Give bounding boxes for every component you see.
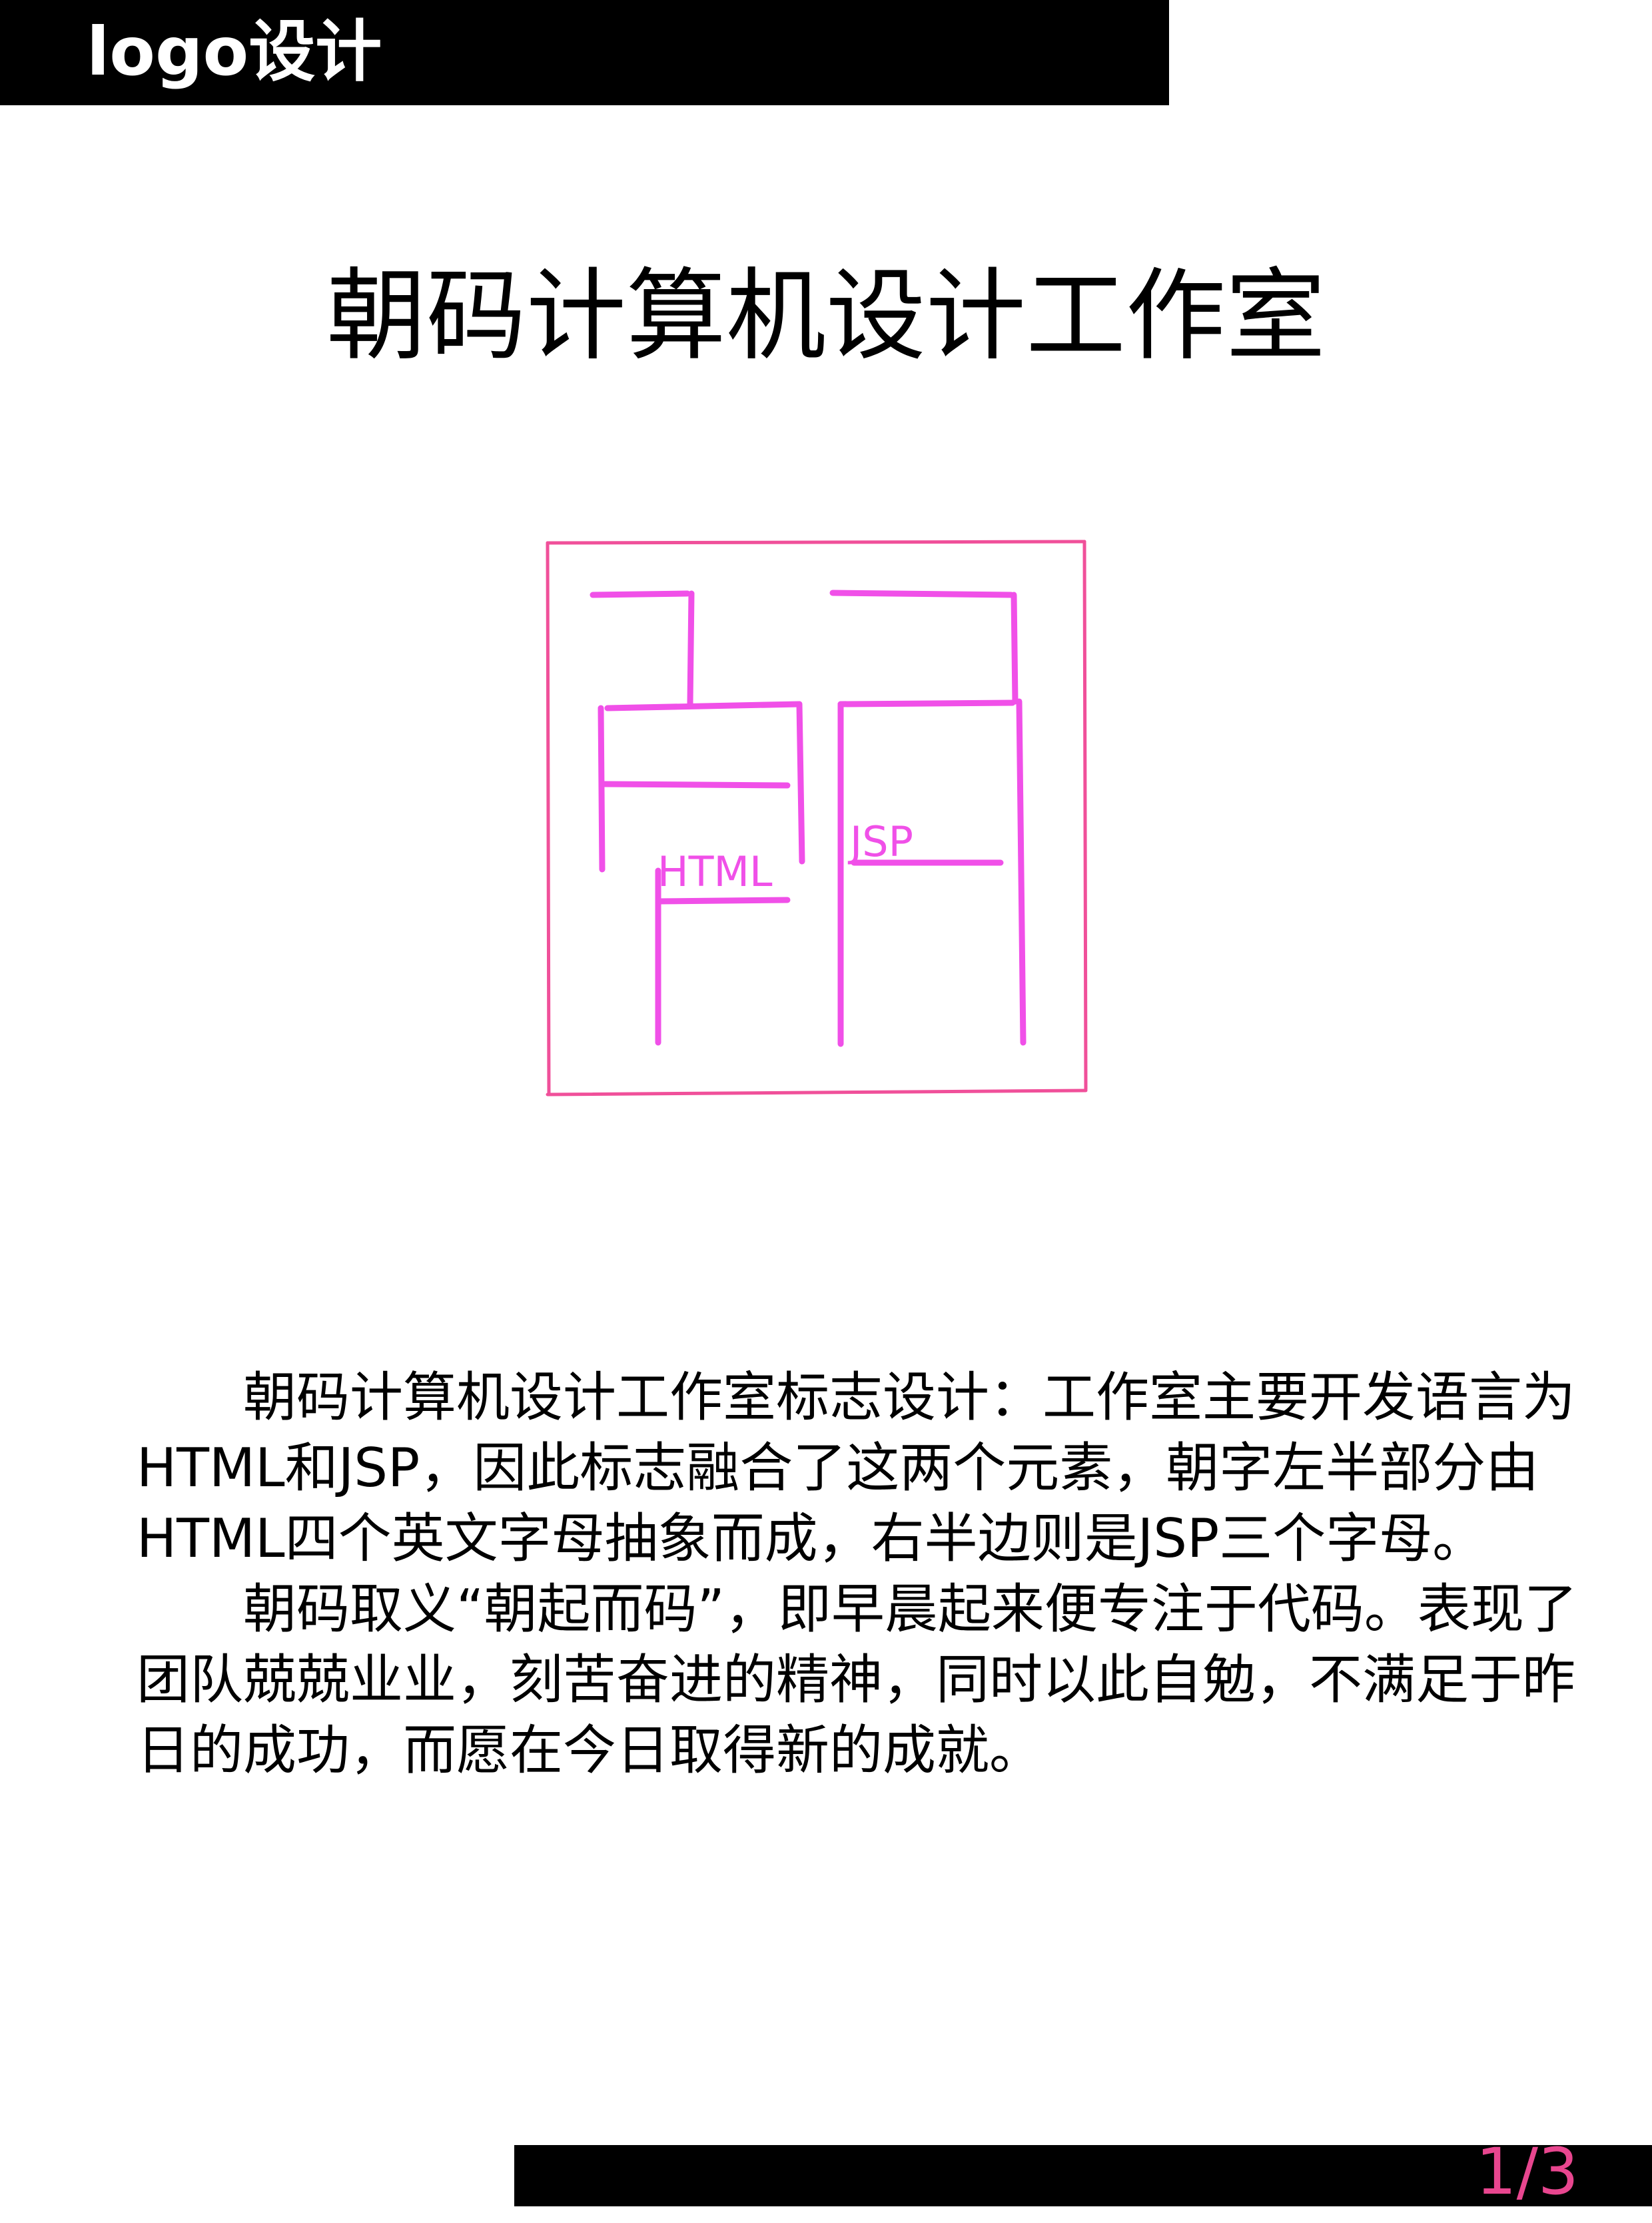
logo-strokes — [590, 590, 1027, 1047]
zhao-character-logo-icon: HTML JSP — [533, 530, 1106, 1116]
description-paragraph-2: 朝码取义“朝起而码”，即早晨起来便专注于代码。表现了团队兢兢业业，刻苦奋进的精神… — [137, 1578, 1577, 1781]
logo-jsp-text: JSP — [847, 817, 913, 866]
description: 朝码计算机设计工作室标志设计：工作室主要开发语言为HTML和JSP，因此标志融合… — [137, 1362, 1589, 1786]
logo-html-text: HTML — [657, 847, 773, 896]
header-label: logo设计 — [87, 13, 382, 91]
page-number: 1/3 — [1475, 2134, 1579, 2209]
header-bar: logo设计 — [0, 0, 1169, 105]
description-paragraph-1: 朝码计算机设计工作室标志设计：工作室主要开发语言为HTML和JSP，因此标志融合… — [137, 1366, 1575, 1569]
page-title: 朝码计算机设计工作室 — [326, 258, 1326, 374]
footer-bar: 1/3 — [514, 2134, 1652, 2209]
logo-frame — [546, 540, 1088, 1097]
